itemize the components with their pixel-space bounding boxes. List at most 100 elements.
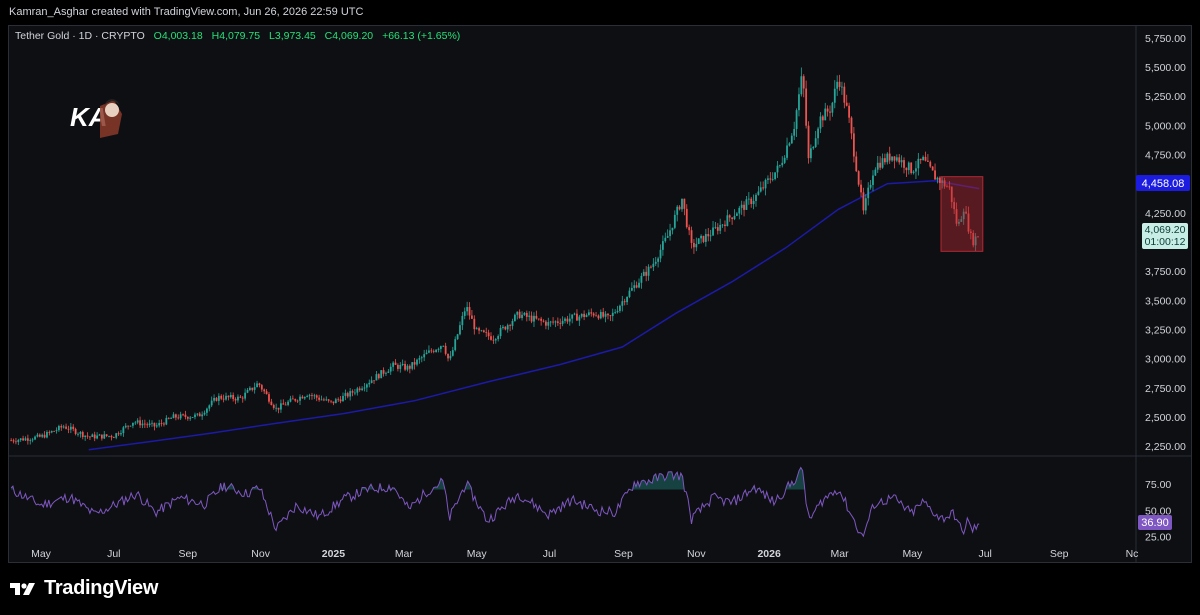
- candle-body: [860, 184, 862, 193]
- candle-body: [817, 128, 819, 139]
- candle-body: [831, 102, 834, 113]
- candle-body: [315, 395, 318, 398]
- rsi-value-label: 36.90: [1141, 517, 1169, 529]
- candle-body: [537, 318, 540, 320]
- candle-body: [683, 198, 686, 209]
- candle-body: [416, 359, 418, 365]
- candle-body: [320, 399, 323, 401]
- candle-body: [158, 423, 161, 426]
- candle-body: [523, 312, 526, 315]
- time-tick-label: Sep: [614, 548, 633, 560]
- candle-body: [475, 328, 478, 330]
- candle-body: [198, 413, 201, 417]
- candle-body: [358, 388, 361, 391]
- legend-open: O4,003.18: [154, 30, 203, 42]
- candle-body: [77, 433, 79, 435]
- candle-body: [454, 339, 457, 351]
- candle-body: [294, 399, 297, 401]
- candle-body: [354, 392, 356, 394]
- rsi-axis[interactable]: 75.00 50.00 25.00: [1145, 479, 1171, 543]
- candle-body: [170, 418, 173, 419]
- candle-body: [377, 374, 380, 379]
- candle-body: [280, 403, 282, 410]
- candle-body: [704, 234, 707, 242]
- candle-body: [41, 434, 44, 437]
- candle-body: [757, 191, 760, 195]
- candle-body: [707, 234, 710, 237]
- candle-body: [724, 224, 726, 227]
- candle-body: [485, 332, 488, 333]
- candle-body: [647, 266, 650, 276]
- candle-body: [661, 241, 664, 250]
- candles-layer: [10, 67, 979, 446]
- candle-body: [490, 336, 492, 340]
- candle-body: [552, 321, 554, 323]
- candle-body: [344, 393, 347, 396]
- candle-body: [174, 414, 177, 418]
- candle-body: [17, 439, 20, 443]
- candle-body: [845, 102, 848, 106]
- candle-body: [263, 389, 266, 392]
- candle-body: [167, 417, 170, 419]
- candle-body: [915, 168, 917, 172]
- candle-body: [375, 374, 378, 381]
- candle-body: [337, 399, 340, 401]
- candle-body: [425, 352, 428, 355]
- candle-body: [934, 170, 936, 180]
- candle-body: [700, 235, 702, 239]
- candle-body: [965, 211, 967, 214]
- candle-body: [941, 180, 944, 183]
- candle-body: [55, 430, 58, 432]
- candle-body: [654, 261, 657, 264]
- candle-body: [392, 362, 395, 367]
- candle-body: [234, 398, 237, 401]
- candle-body: [919, 158, 922, 161]
- candle-body: [160, 423, 163, 424]
- candle-body: [948, 186, 951, 188]
- candle-body: [855, 156, 858, 172]
- candle-body: [967, 213, 970, 232]
- candle-body: [456, 334, 459, 340]
- candle-body: [783, 157, 786, 163]
- candle-body: [728, 215, 731, 218]
- candle-body: [836, 81, 839, 89]
- candle-body: [759, 187, 762, 192]
- candle-body: [619, 305, 621, 311]
- time-axis[interactable]: May Jul Sep Nov 2025 Mar May Jul Sep Nov 2026 Mar Ma…: [31, 548, 1138, 560]
- candle-body: [256, 383, 258, 388]
- candle-body: [535, 315, 538, 319]
- candle-body: [229, 395, 232, 398]
- candle-body: [774, 172, 776, 180]
- candle-body: [318, 397, 321, 400]
- candle-body: [260, 385, 263, 390]
- candle-body: [463, 311, 466, 316]
- candle-body: [342, 395, 344, 402]
- candle-body: [812, 146, 815, 149]
- candle-body: [540, 318, 543, 321]
- candle-body: [719, 224, 722, 231]
- candle-body: [265, 391, 268, 395]
- candle-body: [599, 312, 602, 319]
- chart-legend: Tether Gold · 1D · CRYPTO O4,003.18 H4,0…: [15, 30, 460, 42]
- candle-body: [611, 312, 614, 317]
- legend-change: +66.13 (+1.65%): [382, 30, 460, 42]
- candle-body: [186, 416, 189, 419]
- candle-body: [602, 312, 605, 317]
- candle-body: [709, 235, 712, 237]
- rsi-overbought-fill: [11, 467, 980, 490]
- candle-body: [418, 358, 421, 360]
- candle-body: [38, 434, 41, 437]
- candle-body: [100, 434, 103, 439]
- candle-body: [767, 178, 769, 180]
- candle-body: [435, 349, 437, 352]
- highlight-box[interactable]: [940, 176, 984, 252]
- candle-body: [58, 426, 60, 431]
- candle-body: [841, 86, 843, 88]
- candle-body: [752, 200, 755, 205]
- candle-body: [924, 156, 927, 161]
- tradingview-logo[interactable]: TradingView: [10, 577, 158, 600]
- last-price-badge: 4,069.20 01:00:12: [1142, 223, 1188, 249]
- candle-body: [640, 275, 643, 283]
- candle-body: [623, 301, 626, 303]
